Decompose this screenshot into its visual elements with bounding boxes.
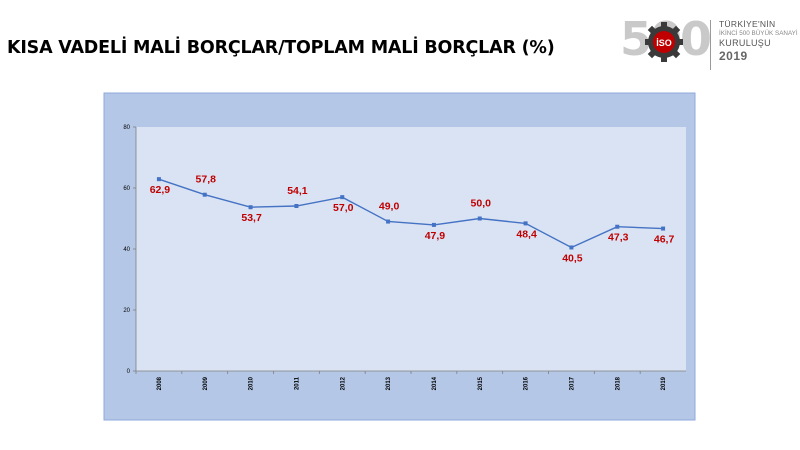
data-label: 49,0 [379,201,400,213]
data-label: 40,5 [562,252,583,264]
logo-badge: İSO [656,38,672,48]
data-point [202,192,207,197]
x-tick-label: 2015 [478,376,484,390]
logo-divider [710,20,711,70]
data-label: 47,3 [608,232,629,244]
data-label: 46,7 [654,234,675,246]
x-tick-label: 2017 [569,376,575,390]
logo-line-2: İKİNCİ 500 BÜYÜK SANAYİ [719,30,798,37]
x-tick-label: 2008 [157,376,163,390]
logo-line-1: TÜRKİYE'NİN [719,19,776,29]
x-tick-label: 2009 [203,376,209,390]
data-point [569,245,574,250]
x-tick-label: 2014 [432,376,438,390]
plot-area [136,127,686,371]
slide-title: KISA VADELİ MALİ BORÇLAR/TOPLAM MALİ BOR… [7,38,555,58]
data-point [615,224,620,229]
x-tick-label: 2011 [294,376,300,390]
x-tick-label: 2019 [661,376,667,390]
data-point [340,195,345,200]
data-point [248,205,253,210]
gear-icon: İSO [645,22,683,62]
y-tick-label: 60 [123,186,130,192]
logo-line-4: 2019 [719,49,748,63]
data-point [294,203,299,208]
x-tick-label: 2013 [386,376,392,390]
y-tick-label: 80 [123,125,130,131]
data-label: 47,9 [425,230,446,242]
x-tick-label: 2010 [249,376,255,390]
data-label: 53,7 [241,212,262,224]
x-tick-label: 2016 [524,376,530,390]
data-label: 50,0 [471,198,492,210]
data-label: 62,9 [150,184,171,196]
x-tick-label: 2018 [615,376,621,390]
logo-line-3: KURULUŞU [719,38,771,48]
iso-500-logo: 500 İSO TÜRKİYE'NİN İKİNCİ 500 BÜYÜK SAN… [620,14,798,74]
data-point [661,226,666,231]
data-label: 57,0 [333,202,354,214]
data-point [523,221,528,226]
data-point [386,219,391,224]
y-tick-label: 0 [127,369,131,375]
data-label: 48,4 [516,228,537,240]
data-point [477,216,482,221]
y-tick-label: 40 [123,247,130,253]
data-label: 57,8 [196,174,217,186]
series-line [158,178,664,249]
data-point [431,222,436,227]
x-tick-label: 2012 [340,376,346,390]
logo-text: TÜRKİYE'NİN İKİNCİ 500 BÜYÜK SANAYİ KURU… [719,19,798,63]
data-point [156,177,161,182]
y-tick-label: 20 [123,308,130,314]
data-label: 54,1 [287,185,308,197]
